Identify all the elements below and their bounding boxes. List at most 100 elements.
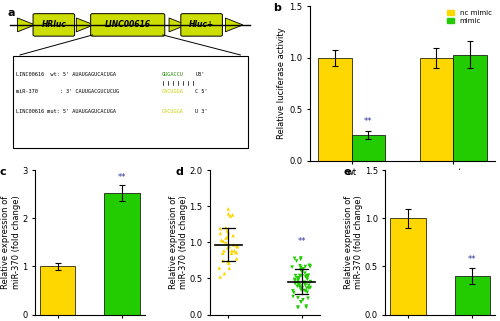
Y-axis label: Relative expression of
miR-370 (fold change): Relative expression of miR-370 (fold cha… bbox=[1, 195, 20, 289]
Point bbox=[224, 206, 232, 212]
Point bbox=[290, 277, 298, 282]
Point bbox=[294, 279, 302, 284]
Y-axis label: Relative luciferase activity: Relative luciferase activity bbox=[278, 28, 286, 139]
Point bbox=[299, 297, 307, 302]
FancyBboxPatch shape bbox=[90, 14, 165, 36]
Point bbox=[294, 305, 302, 310]
Point bbox=[298, 273, 306, 278]
Point bbox=[306, 285, 314, 290]
Point bbox=[295, 282, 303, 288]
Point bbox=[306, 264, 314, 269]
Point bbox=[296, 267, 304, 273]
Point bbox=[300, 288, 308, 293]
Point bbox=[216, 265, 224, 270]
Point bbox=[294, 284, 302, 289]
Point bbox=[288, 265, 296, 270]
Text: CACUGGA: CACUGGA bbox=[162, 109, 184, 114]
Point bbox=[289, 294, 297, 299]
Point bbox=[306, 263, 314, 268]
Point bbox=[306, 264, 314, 269]
Point bbox=[291, 281, 299, 286]
FancyBboxPatch shape bbox=[181, 14, 222, 36]
Point bbox=[294, 295, 302, 300]
Point bbox=[304, 277, 312, 282]
Point bbox=[294, 277, 302, 282]
Bar bbox=[454, 276, 490, 315]
Point bbox=[303, 290, 311, 295]
Point bbox=[296, 273, 304, 278]
Point bbox=[228, 212, 236, 217]
Point bbox=[296, 263, 304, 268]
Point bbox=[297, 265, 305, 270]
Point bbox=[222, 240, 230, 245]
Point bbox=[304, 274, 312, 279]
Point bbox=[228, 251, 235, 256]
Point bbox=[301, 271, 309, 276]
Point bbox=[220, 248, 228, 253]
Point bbox=[224, 234, 232, 239]
Point bbox=[228, 248, 236, 253]
Point bbox=[296, 273, 304, 279]
Point bbox=[300, 266, 308, 272]
Point bbox=[232, 256, 240, 261]
Point bbox=[294, 282, 302, 288]
Point bbox=[223, 228, 231, 233]
Point bbox=[302, 264, 310, 269]
Point bbox=[220, 239, 228, 244]
Point bbox=[297, 299, 305, 304]
Text: HRluc: HRluc bbox=[42, 21, 66, 30]
Point bbox=[298, 269, 306, 274]
Text: c: c bbox=[0, 167, 6, 177]
Bar bbox=[12, 56, 248, 148]
Point bbox=[234, 244, 241, 249]
Point bbox=[296, 257, 304, 262]
Bar bbox=[40, 266, 76, 315]
Point bbox=[302, 289, 310, 294]
Polygon shape bbox=[226, 18, 243, 32]
Point bbox=[216, 226, 224, 231]
Point bbox=[306, 279, 314, 284]
Point bbox=[222, 225, 230, 230]
Point bbox=[297, 256, 305, 261]
Point bbox=[224, 211, 232, 216]
Point bbox=[292, 258, 300, 264]
Legend: nc mimic, mimic: nc mimic, mimic bbox=[447, 10, 492, 24]
Bar bbox=[390, 218, 426, 315]
Text: e: e bbox=[344, 167, 352, 177]
Y-axis label: Relative expression of
miR-370 (fold change): Relative expression of miR-370 (fold cha… bbox=[344, 195, 364, 289]
Point bbox=[297, 299, 305, 305]
Point bbox=[297, 287, 305, 292]
Text: d: d bbox=[175, 167, 183, 177]
Point bbox=[301, 281, 309, 286]
Point bbox=[230, 242, 237, 247]
Point bbox=[290, 256, 298, 261]
Text: **: ** bbox=[364, 117, 372, 126]
Text: CACUGGA: CACUGGA bbox=[162, 89, 184, 94]
Bar bbox=[420, 58, 453, 160]
Text: b: b bbox=[273, 3, 280, 13]
Point bbox=[303, 273, 311, 278]
Point bbox=[305, 283, 313, 288]
Text: U3': U3' bbox=[196, 72, 204, 77]
Bar bbox=[352, 135, 385, 160]
Point bbox=[302, 275, 310, 280]
Point bbox=[219, 258, 227, 263]
Text: GUGACCU: GUGACCU bbox=[162, 72, 184, 77]
Point bbox=[226, 265, 234, 271]
Polygon shape bbox=[76, 18, 94, 32]
Point bbox=[302, 282, 310, 288]
Y-axis label: Relative expression of
miR-370 (fold change): Relative expression of miR-370 (fold cha… bbox=[168, 195, 188, 289]
Point bbox=[225, 261, 233, 266]
Point bbox=[229, 233, 237, 238]
Text: **: ** bbox=[468, 255, 476, 264]
Point bbox=[298, 285, 306, 291]
Point bbox=[305, 286, 313, 291]
Bar bbox=[453, 55, 486, 160]
Text: LINC00616 mut: 5' AUAUGAGUCACUGA: LINC00616 mut: 5' AUAUGAGUCACUGA bbox=[16, 109, 116, 114]
Point bbox=[216, 231, 224, 236]
Point bbox=[232, 250, 240, 255]
Polygon shape bbox=[18, 18, 35, 32]
Point bbox=[303, 286, 311, 291]
Bar bbox=[318, 58, 352, 160]
Point bbox=[302, 274, 310, 280]
